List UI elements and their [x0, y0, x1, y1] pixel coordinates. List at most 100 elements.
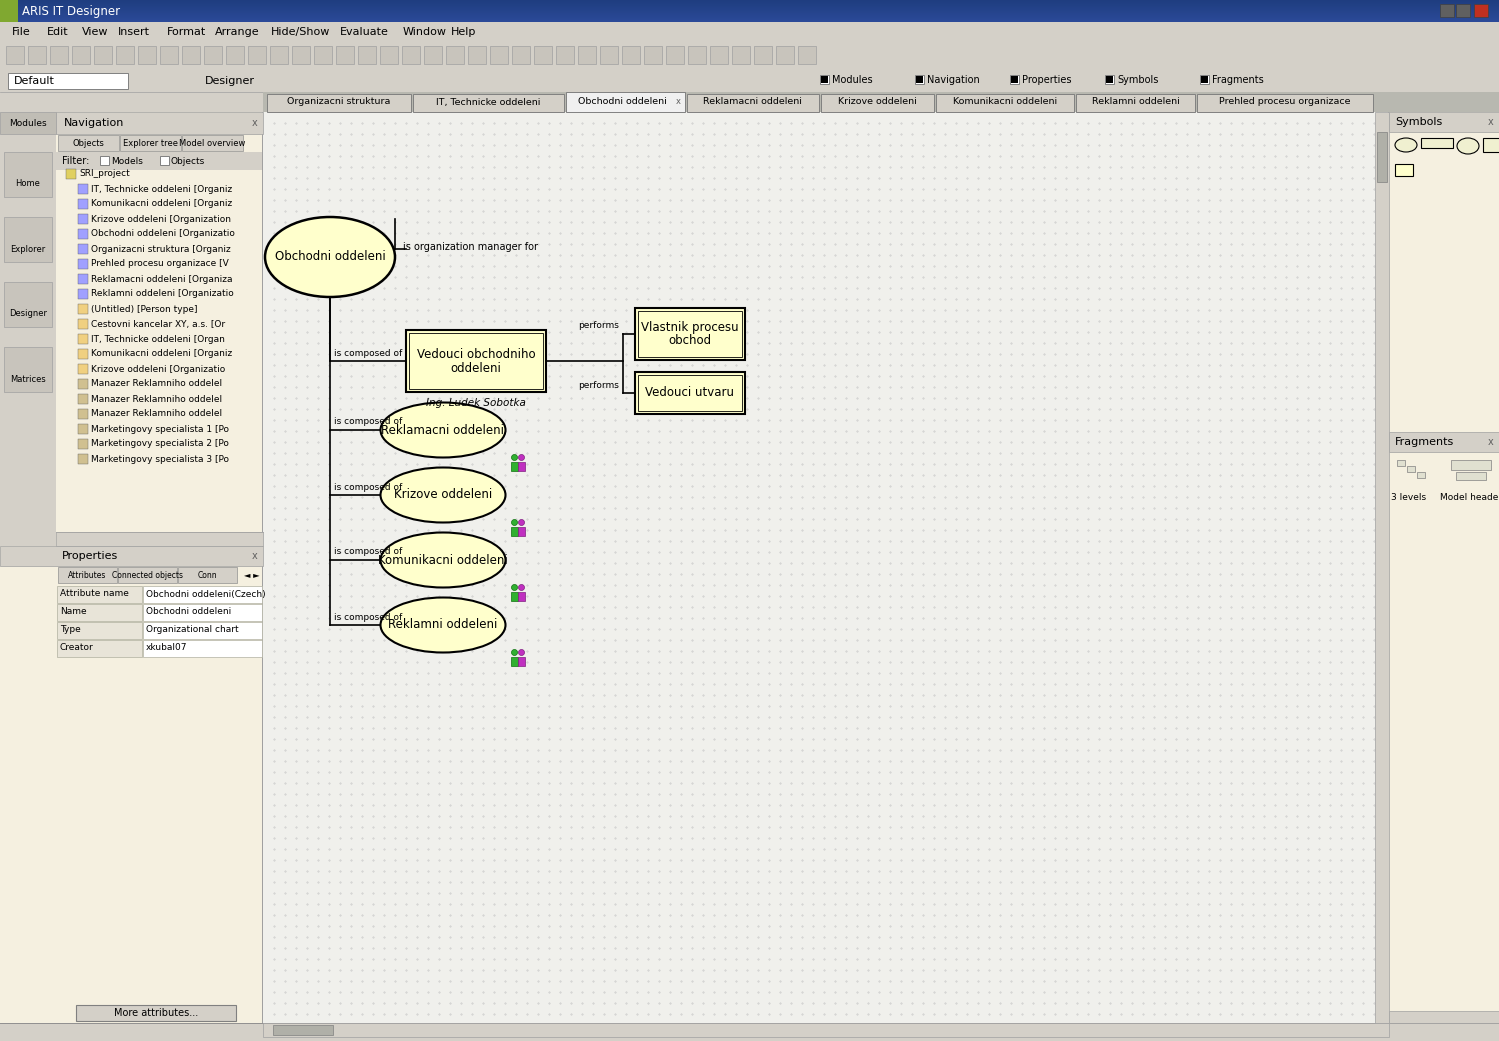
Bar	[226, 46, 244, 64]
Bar	[66, 169, 76, 179]
Ellipse shape	[511, 584, 517, 590]
Text: IT, Technicke oddeleni: IT, Technicke oddeleni	[436, 98, 541, 106]
Text: Komunikacni oddeleni [Organiz: Komunikacni oddeleni [Organiz	[91, 200, 232, 208]
Text: Marketingovy specialista 2 [Po: Marketingovy specialista 2 [Po	[91, 439, 229, 449]
Text: Vlastnik procesu: Vlastnik procesu	[642, 321, 739, 333]
Bar	[0, 1023, 1499, 1041]
Text: Reklamacni oddeleni [Organiza: Reklamacni oddeleni [Organiza	[91, 275, 232, 283]
Text: Prehled procesu organizace: Prehled procesu organizace	[1219, 98, 1351, 106]
Text: Navigation: Navigation	[64, 118, 124, 128]
Text: performs: performs	[579, 381, 619, 389]
Bar	[57, 586, 142, 603]
Bar	[600, 46, 618, 64]
Bar	[511, 527, 519, 535]
Bar	[1375, 112, 1390, 1023]
Bar	[0, 42, 1499, 70]
Bar	[639, 311, 742, 357]
Ellipse shape	[511, 455, 517, 460]
Text: Obchodni oddeleni [Organizatio: Obchodni oddeleni [Organizatio	[91, 229, 235, 238]
Bar	[0, 112, 262, 1023]
Bar	[409, 333, 543, 389]
Bar	[57, 604, 142, 621]
Text: Conn: Conn	[198, 570, 217, 580]
Text: SRI_project: SRI_project	[79, 170, 130, 178]
Bar	[511, 461, 519, 471]
Bar	[1378, 132, 1387, 182]
Bar	[1010, 76, 1018, 83]
Text: Connected objects: Connected objects	[112, 570, 183, 580]
Bar	[58, 567, 117, 583]
Bar	[468, 46, 486, 64]
Bar	[754, 46, 772, 64]
Bar	[645, 46, 663, 64]
Bar	[78, 454, 88, 464]
Text: Komunikacni oddeleni: Komunikacni oddeleni	[378, 554, 508, 566]
Text: Explorer tree: Explorer tree	[123, 138, 178, 148]
Text: Filter:: Filter:	[61, 156, 90, 166]
Bar	[402, 46, 420, 64]
Text: Krizove oddeleni [Organizatio: Krizove oddeleni [Organizatio	[91, 364, 225, 374]
Text: Prehled procesu organizace [V: Prehled procesu organizace [V	[91, 259, 229, 269]
Bar	[916, 76, 923, 83]
Bar	[1076, 94, 1195, 112]
Bar	[1010, 75, 1019, 84]
Bar	[78, 349, 88, 359]
Text: Default: Default	[13, 76, 55, 86]
Text: Obchodni oddeleni: Obchodni oddeleni	[579, 98, 667, 106]
Text: Designer: Designer	[9, 309, 46, 319]
Bar	[414, 94, 564, 112]
Bar	[78, 214, 88, 224]
Text: xkubal07: xkubal07	[145, 643, 187, 653]
Bar	[519, 591, 526, 601]
Bar	[565, 92, 685, 112]
Bar	[490, 46, 508, 64]
Bar	[76, 1005, 235, 1021]
Bar	[0, 70, 1499, 92]
Text: performs: performs	[579, 322, 619, 330]
Text: Edit: Edit	[46, 27, 69, 37]
Text: Ing. Ludek Sobotka: Ing. Ludek Sobotka	[426, 398, 526, 408]
Text: IT, Technicke oddeleni [Organ: IT, Technicke oddeleni [Organ	[91, 334, 225, 344]
Text: Designer: Designer	[205, 76, 255, 86]
Text: Vedouci utvaru: Vedouci utvaru	[646, 386, 735, 400]
Text: Reklamacni oddeleni: Reklamacni oddeleni	[382, 424, 505, 436]
Text: Manazer Reklamniho oddelel: Manazer Reklamniho oddelel	[91, 409, 222, 418]
Text: x: x	[252, 551, 258, 561]
Text: File: File	[12, 27, 31, 37]
Bar	[55, 532, 262, 545]
Text: x: x	[252, 118, 258, 128]
Text: View: View	[82, 27, 109, 37]
Bar	[358, 46, 376, 64]
Bar	[6, 46, 24, 64]
Text: is composed of: is composed of	[334, 417, 402, 427]
Bar	[1105, 75, 1114, 84]
Bar	[1198, 94, 1373, 112]
Bar	[57, 640, 142, 657]
Text: Type: Type	[60, 626, 81, 635]
Bar	[55, 112, 262, 134]
Bar	[120, 135, 181, 151]
Text: Window: Window	[402, 27, 447, 37]
Text: Properties: Properties	[1022, 75, 1072, 85]
Ellipse shape	[511, 650, 517, 656]
Bar	[142, 586, 262, 603]
Text: Modules: Modules	[832, 75, 872, 85]
Text: Help: Help	[451, 27, 477, 37]
Text: Obchodni oddeleni: Obchodni oddeleni	[145, 608, 231, 616]
Bar	[142, 604, 262, 621]
Bar	[914, 75, 923, 84]
Bar	[58, 135, 118, 151]
Text: Organizacni struktura [Organiz: Organizacni struktura [Organiz	[91, 245, 231, 254]
Bar	[820, 75, 829, 84]
Text: is composed of: is composed of	[334, 349, 402, 357]
Text: Fragments: Fragments	[1396, 437, 1454, 447]
Text: Fragments: Fragments	[1213, 75, 1264, 85]
Ellipse shape	[1396, 138, 1417, 152]
Bar	[78, 304, 88, 314]
Bar	[313, 46, 331, 64]
Bar	[273, 1025, 333, 1035]
Ellipse shape	[381, 533, 505, 587]
Text: Symbols: Symbols	[1396, 117, 1442, 127]
Bar	[78, 393, 88, 404]
Bar	[262, 1023, 1390, 1037]
